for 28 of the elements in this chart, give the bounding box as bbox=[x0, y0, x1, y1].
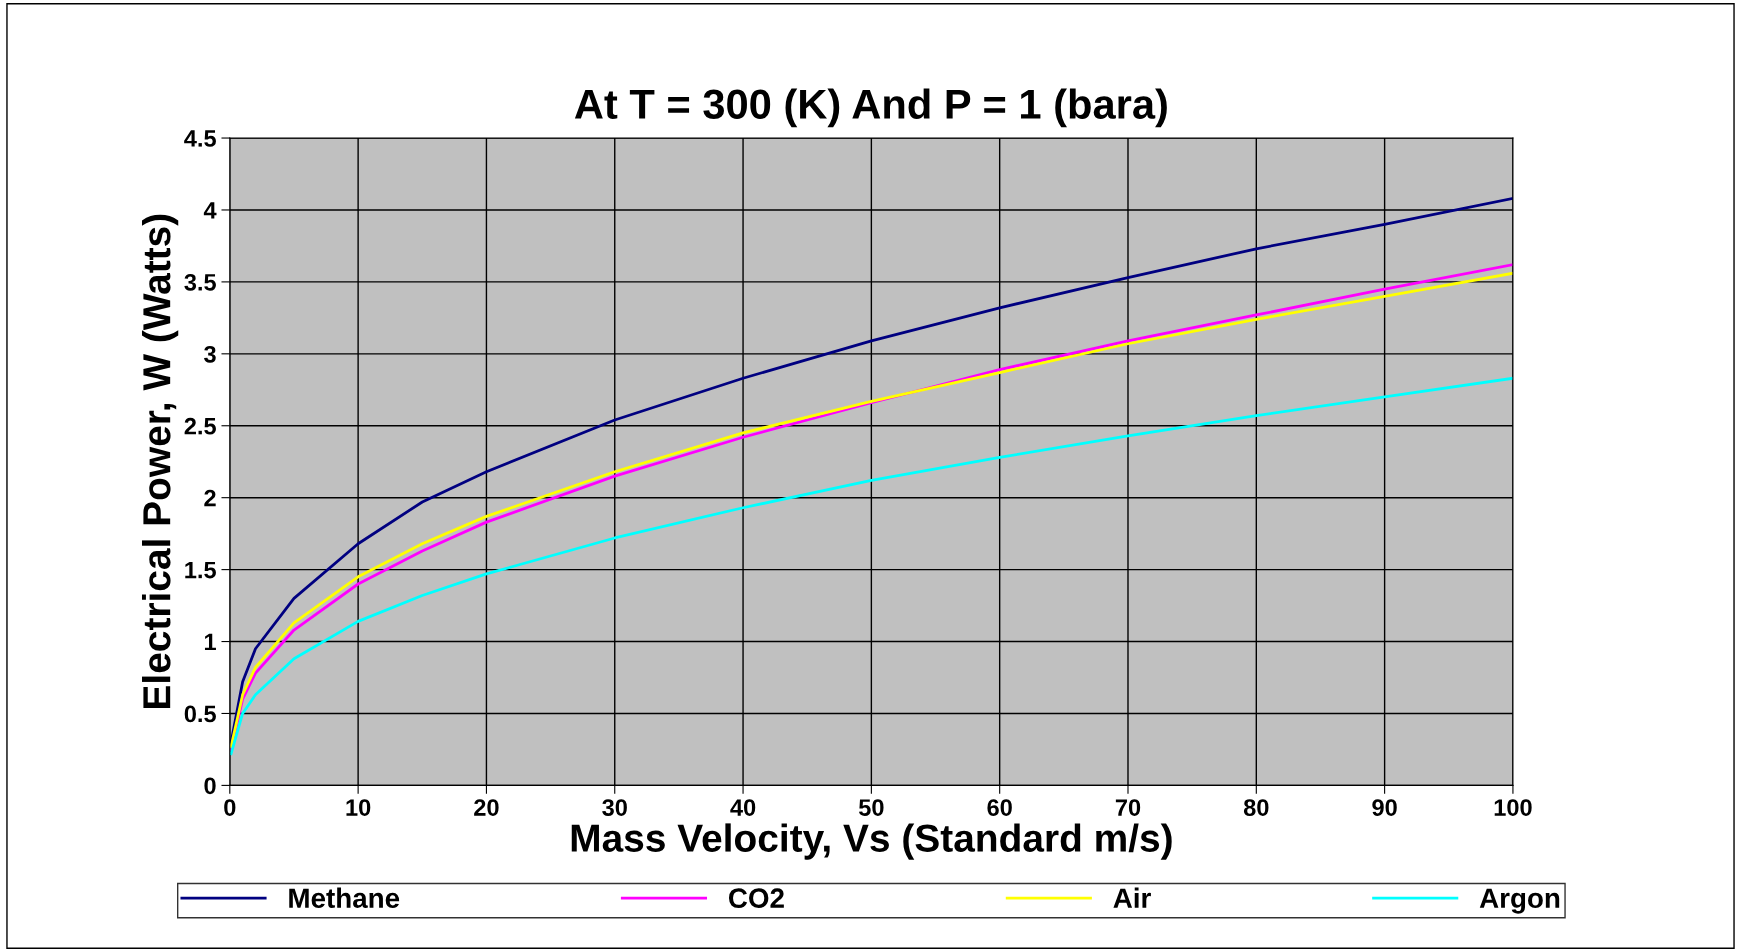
x-tick-label: 10 bbox=[346, 799, 371, 816]
chart-title: At T = 300 (K) And P = 1 (bara) bbox=[574, 88, 1167, 128]
x-tick-label: 0 bbox=[224, 799, 236, 816]
legend-label: Methane bbox=[289, 887, 400, 909]
y-tick-label: 1.5 bbox=[185, 561, 216, 579]
y-tick-label: 1 bbox=[204, 633, 216, 651]
y-tick-label: 3.5 bbox=[184, 273, 216, 291]
x-tick-label: 30 bbox=[602, 799, 627, 816]
y-tick-label: 0 bbox=[204, 777, 216, 795]
x-tick-label: 90 bbox=[1372, 799, 1397, 816]
legend-label: CO2 bbox=[728, 888, 784, 909]
x-tick-label: 80 bbox=[1243, 799, 1269, 816]
x-tick-label: 20 bbox=[474, 799, 499, 816]
y-axis-title: Electrical Power, W (Watts) bbox=[141, 214, 179, 708]
y-tick-label: 4.5 bbox=[184, 130, 216, 147]
x-tick-label: 40 bbox=[730, 799, 756, 816]
x-tick-label: 60 bbox=[987, 799, 1012, 816]
legend-label: Air bbox=[1113, 887, 1151, 908]
x-tick-label: 70 bbox=[1115, 799, 1141, 816]
y-tick-label: 3 bbox=[204, 345, 216, 363]
y-tick-label: 2.5 bbox=[184, 417, 216, 435]
x-axis-title: Mass Velocity, Vs (Standard m/s) bbox=[571, 823, 1172, 860]
y-tick-label: 2 bbox=[204, 489, 216, 507]
y-tick-label: 0.5 bbox=[184, 705, 216, 723]
x-tick-label: 50 bbox=[858, 799, 884, 816]
legend-label: Argon bbox=[1479, 888, 1560, 914]
x-tick-label: 100 bbox=[1494, 799, 1532, 816]
y-tick-label: 4 bbox=[203, 202, 217, 219]
